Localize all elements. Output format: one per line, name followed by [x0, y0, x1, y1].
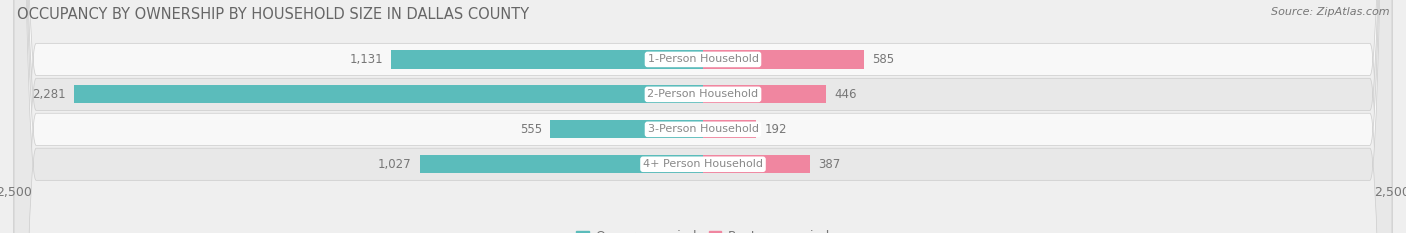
FancyBboxPatch shape	[14, 0, 1392, 233]
FancyBboxPatch shape	[14, 0, 1392, 233]
Bar	[75, 85, 703, 103]
Bar	[703, 155, 810, 173]
Bar	[391, 50, 703, 69]
Bar	[703, 120, 756, 138]
Text: 1,027: 1,027	[378, 158, 412, 171]
Bar	[703, 85, 825, 103]
Text: 446: 446	[834, 88, 856, 101]
Bar	[703, 50, 865, 69]
Text: Source: ZipAtlas.com: Source: ZipAtlas.com	[1271, 7, 1389, 17]
Text: 1-Person Household: 1-Person Household	[648, 55, 758, 64]
Text: 387: 387	[818, 158, 841, 171]
Text: 555: 555	[520, 123, 541, 136]
Text: 585: 585	[873, 53, 894, 66]
Text: 2-Person Household: 2-Person Household	[647, 89, 759, 99]
Bar	[550, 120, 703, 138]
Bar	[420, 155, 703, 173]
Text: 192: 192	[765, 123, 787, 136]
FancyBboxPatch shape	[14, 0, 1392, 233]
Text: 2,281: 2,281	[32, 88, 66, 101]
Text: 3-Person Household: 3-Person Household	[648, 124, 758, 134]
Text: 4+ Person Household: 4+ Person Household	[643, 159, 763, 169]
Text: 1,131: 1,131	[350, 53, 382, 66]
FancyBboxPatch shape	[14, 0, 1392, 233]
Legend: Owner-occupied, Renter-occupied: Owner-occupied, Renter-occupied	[571, 225, 835, 233]
Text: OCCUPANCY BY OWNERSHIP BY HOUSEHOLD SIZE IN DALLAS COUNTY: OCCUPANCY BY OWNERSHIP BY HOUSEHOLD SIZE…	[17, 7, 529, 22]
